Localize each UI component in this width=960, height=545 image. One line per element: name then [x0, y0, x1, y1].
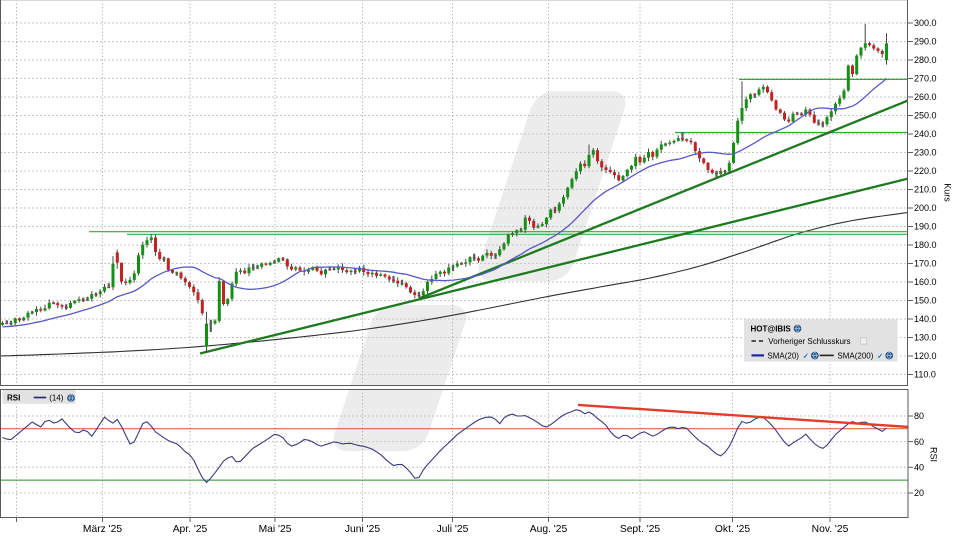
svg-text:200.0: 200.0 — [914, 203, 937, 213]
svg-text:150.0: 150.0 — [914, 296, 937, 306]
svg-text:300.0: 300.0 — [914, 18, 937, 28]
svg-text:80: 80 — [914, 411, 924, 421]
svg-text:190.0: 190.0 — [914, 222, 937, 232]
svg-text:60: 60 — [914, 437, 924, 447]
svg-text:290.0: 290.0 — [914, 37, 937, 47]
svg-text:(14): (14) — [49, 394, 64, 403]
svg-text:✓: ✓ — [877, 352, 883, 361]
svg-text:März '25: März '25 — [83, 524, 122, 535]
svg-text:260.0: 260.0 — [914, 92, 937, 102]
svg-text:RSI: RSI — [929, 447, 939, 462]
svg-text:170.0: 170.0 — [914, 259, 937, 269]
svg-text:120.0: 120.0 — [914, 351, 937, 361]
svg-text:SMA(200): SMA(200) — [837, 351, 873, 360]
svg-text:SMA(20): SMA(20) — [767, 351, 799, 360]
svg-text:140.0: 140.0 — [914, 314, 937, 324]
svg-text:Aug. '25: Aug. '25 — [530, 524, 568, 535]
svg-text:✓: ✓ — [803, 352, 809, 361]
svg-text:Okt. '25: Okt. '25 — [715, 524, 750, 535]
svg-text:220.0: 220.0 — [914, 166, 937, 176]
svg-text:130.0: 130.0 — [914, 333, 937, 343]
svg-text:HOT@IBIS: HOT@IBIS — [751, 325, 792, 334]
svg-text:250.0: 250.0 — [914, 111, 937, 121]
svg-text:Mai '25: Mai '25 — [259, 524, 292, 535]
svg-text:110.0: 110.0 — [914, 370, 936, 380]
svg-text:Kurs: Kurs — [943, 183, 953, 202]
svg-text:Apr. '25: Apr. '25 — [173, 524, 208, 535]
svg-text:280.0: 280.0 — [914, 55, 937, 65]
svg-text:210.0: 210.0 — [914, 185, 937, 195]
svg-text:Juli '25: Juli '25 — [437, 524, 469, 535]
svg-text:230.0: 230.0 — [914, 148, 937, 158]
svg-text:240.0: 240.0 — [914, 129, 937, 139]
svg-text:180.0: 180.0 — [914, 240, 937, 250]
svg-text:Juni '25: Juni '25 — [345, 524, 380, 535]
svg-text:160.0: 160.0 — [914, 277, 937, 287]
svg-text:RSI: RSI — [7, 394, 20, 403]
svg-text:Sept. '25: Sept. '25 — [620, 524, 661, 535]
svg-text:Vorheriger Schlusskurs: Vorheriger Schlusskurs — [768, 337, 850, 346]
svg-text:40: 40 — [914, 463, 924, 473]
svg-text:Nov. '25: Nov. '25 — [812, 524, 849, 535]
svg-text:20: 20 — [914, 488, 924, 498]
svg-text:270.0: 270.0 — [914, 74, 937, 84]
